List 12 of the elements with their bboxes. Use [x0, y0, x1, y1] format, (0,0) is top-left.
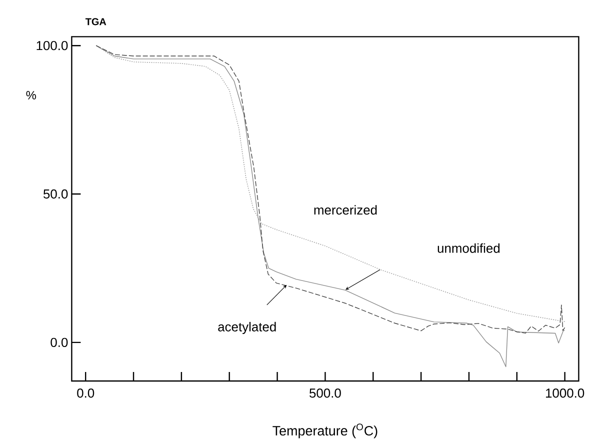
x-axis-title: Temperature ($^{O}$C) [272, 424, 378, 438]
x-tick-label: 1000.0 [546, 388, 584, 398]
y-tick-label: 50.0 [43, 189, 68, 199]
y-axis-title: % [26, 91, 36, 100]
annotation: acetylated [218, 322, 276, 334]
x-tick-label: 500.0 [310, 388, 341, 398]
chart-title: TGA [85, 18, 106, 26]
y-tick-label: 0.0 [50, 338, 68, 347]
annotation: unmodified [438, 243, 500, 253]
x-tick-label: 0.0 [77, 388, 94, 398]
y-tick-label: 100.0 [36, 41, 68, 50]
annotation: mercerized [314, 205, 377, 215]
